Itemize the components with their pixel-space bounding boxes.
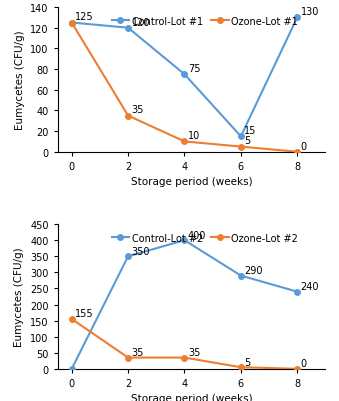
Legend: Control-Lot #2, Ozone-Lot #2: Control-Lot #2, Ozone-Lot #2 xyxy=(108,229,302,247)
Ozone-Lot #2 xyxy=(239,365,243,370)
Text: 10: 10 xyxy=(188,131,200,141)
Y-axis label: Eumycetes (CFU/g): Eumycetes (CFU/g) xyxy=(15,247,24,346)
Y-axis label: Eumycetes (CFU/g): Eumycetes (CFU/g) xyxy=(15,30,24,130)
Control-Lot #2 xyxy=(182,238,186,243)
Ozone-Lot #1 xyxy=(70,21,74,26)
Ozone-Lot #1 xyxy=(239,145,243,150)
Text: 5: 5 xyxy=(244,136,251,146)
Text: 400: 400 xyxy=(188,230,206,240)
X-axis label: Storage period (weeks): Storage period (weeks) xyxy=(131,177,252,187)
Text: 0: 0 xyxy=(301,358,307,369)
Text: 155: 155 xyxy=(75,309,94,319)
Ozone-Lot #2 xyxy=(295,367,299,371)
Line: Control-Lot #2: Control-Lot #2 xyxy=(69,238,300,372)
Control-Lot #1 xyxy=(126,26,130,31)
Control-Lot #2 xyxy=(295,290,299,294)
Control-Lot #1 xyxy=(239,134,243,139)
Text: 75: 75 xyxy=(188,64,200,74)
Control-Lot #2 xyxy=(70,367,74,371)
Ozone-Lot #1 xyxy=(182,140,186,144)
Ozone-Lot #2 xyxy=(126,355,130,360)
Ozone-Lot #1 xyxy=(295,150,299,155)
X-axis label: Storage period (weeks): Storage period (weeks) xyxy=(131,393,252,401)
Control-Lot #1 xyxy=(70,21,74,26)
Ozone-Lot #1 xyxy=(126,114,130,119)
Text: 15: 15 xyxy=(244,126,257,136)
Line: Ozone-Lot #2: Ozone-Lot #2 xyxy=(69,316,300,372)
Control-Lot #1 xyxy=(295,16,299,21)
Line: Ozone-Lot #1: Ozone-Lot #1 xyxy=(69,21,300,155)
Text: 290: 290 xyxy=(244,265,263,275)
Text: 5: 5 xyxy=(244,357,251,367)
Text: 240: 240 xyxy=(301,282,319,292)
Text: 350: 350 xyxy=(132,246,150,256)
Text: 130: 130 xyxy=(301,7,319,17)
Text: 125: 125 xyxy=(75,12,94,22)
Line: Control-Lot #1: Control-Lot #1 xyxy=(69,16,300,140)
Control-Lot #2 xyxy=(239,273,243,278)
Text: 35: 35 xyxy=(132,347,144,357)
Text: 35: 35 xyxy=(132,105,144,115)
Text: 0: 0 xyxy=(301,141,307,151)
Ozone-Lot #2 xyxy=(182,355,186,360)
Text: 35: 35 xyxy=(188,347,200,357)
Control-Lot #1 xyxy=(182,73,186,77)
Ozone-Lot #2 xyxy=(70,317,74,322)
Control-Lot #2 xyxy=(126,254,130,259)
Legend: Control-Lot #1, Ozone-Lot #1: Control-Lot #1, Ozone-Lot #1 xyxy=(108,13,302,30)
Text: 120: 120 xyxy=(132,18,150,28)
